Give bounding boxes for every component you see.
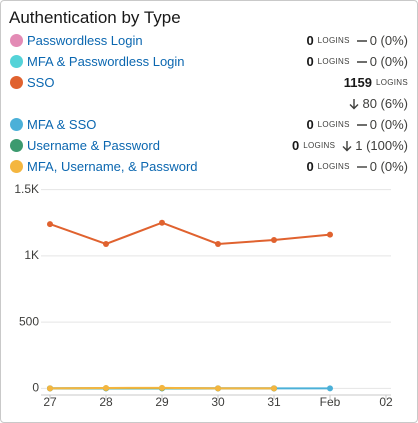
legend-row: MFA & Passwordless Login 0 LOGINS 0 (0%) [10, 51, 408, 72]
point [215, 385, 221, 392]
login-total: 0 [291, 138, 300, 153]
login-total: 1159 [343, 75, 372, 90]
stats: 0 LOGINS 0 (0%) [306, 114, 408, 135]
down-arrow-icon [349, 98, 359, 109]
stat-line: 0 LOGINS 0 (0%) [306, 114, 408, 135]
series-name[interactable]: MFA, Username, & Password [27, 159, 198, 174]
point [47, 385, 53, 392]
legend-row: Username & Password 0 LOGINS 1 (100%) [10, 135, 408, 156]
change: 0 (0%) [356, 30, 408, 51]
login-unit: LOGINS [317, 120, 350, 129]
change: 0 (0%) [356, 114, 408, 135]
series-line [49, 221, 331, 246]
legend: Passwordless Login 0 LOGINS 0 (0%) MFA & Pas… [10, 30, 408, 177]
change: 1 (100%) [341, 135, 408, 156]
login-unit: LOGINS [317, 162, 350, 171]
x-tick-label: 30 [211, 395, 225, 409]
x-tick-label: 28 [99, 395, 113, 409]
login-unit: LOGINS [317, 57, 350, 66]
stats: 0 LOGINS 0 (0%) [306, 156, 408, 177]
stat-line: 80 (6%) [342, 93, 408, 114]
series-name[interactable]: MFA & Passwordless Login [27, 54, 185, 69]
x-tick-label: 27 [43, 395, 57, 409]
change-label: 80 (6%) [362, 96, 408, 111]
y-tick-label: 500 [19, 314, 39, 328]
series-name[interactable]: Username & Password [27, 138, 160, 153]
stats: 0 LOGINS 0 (0%) [306, 30, 408, 51]
legend-row: SSO 1159 LOGINS 80 (6%) [10, 72, 408, 114]
login-total: 0 [306, 33, 314, 48]
stat-line: 0 LOGINS 0 (0%) [306, 30, 408, 51]
legend-dot [10, 160, 23, 173]
point [271, 236, 277, 243]
stat-line: 0 LOGINS 0 (0%) [306, 51, 408, 72]
login-unit: LOGINS [375, 78, 408, 87]
login-total: 0 [306, 54, 314, 69]
login-unit: LOGINS [317, 36, 350, 45]
series-name[interactable]: SSO [27, 75, 55, 90]
stats: 0 LOGINS 0 (0%) [306, 51, 408, 72]
legend-dot [10, 118, 23, 131]
x-tick-label: 31 [267, 395, 281, 409]
point [103, 240, 109, 247]
change-label: 0 (0%) [369, 117, 408, 132]
x-tick-label: 29 [155, 395, 169, 409]
y-tick-label: 1K [24, 248, 39, 262]
x-tick-label: 02 [379, 395, 393, 409]
arrow [349, 98, 359, 109]
login-unit: LOGINS [303, 141, 336, 150]
flat-icon [356, 39, 367, 42]
point [159, 219, 165, 226]
flat-icon [356, 60, 367, 63]
login-total: 0 [306, 117, 314, 132]
series-name[interactable]: Passwordless Login [27, 33, 143, 48]
flat-icon [356, 123, 367, 126]
point [327, 385, 333, 392]
point [271, 385, 277, 392]
legend-dot [10, 55, 23, 68]
point [327, 231, 333, 238]
point [103, 384, 109, 391]
stat-line: 0 LOGINS 0 (0%) [306, 156, 408, 177]
change: 0 (0%) [356, 51, 408, 72]
legend-dot [10, 76, 23, 89]
flat-icon [356, 165, 367, 168]
legend-dot [10, 139, 23, 152]
series-name[interactable]: MFA & SSO [27, 117, 97, 132]
change-label: 0 (0%) [369, 33, 408, 48]
point [215, 240, 221, 247]
legend-row: MFA, Username, & Password 0 LOGINS 0 (0%) [10, 156, 408, 177]
legend-row: MFA & SSO 0 LOGINS 0 (0%) [10, 114, 408, 135]
stats: 0 LOGINS 1 (100%) [292, 135, 408, 156]
y-tick-label: 1.5K [14, 182, 39, 196]
login-total: 0 [306, 159, 314, 174]
point [47, 221, 53, 228]
legend-dot [10, 34, 23, 47]
change-label: 0 (0%) [369, 159, 408, 174]
arrow [342, 140, 352, 151]
x-tick-label: Feb [320, 395, 341, 409]
down-arrow-icon [342, 140, 352, 151]
legend-row: Passwordless Login 0 LOGINS 0 (0%) [10, 30, 408, 51]
y-tick-label: 0 [32, 381, 39, 395]
stat-line: 1159 LOGINS [344, 72, 408, 93]
change-label: 0 (0%) [369, 54, 408, 69]
card-title: Authentication by Type [9, 8, 181, 27]
change: 0 (0%) [356, 156, 408, 177]
stats: 1159 LOGINS 80 (6%) [342, 72, 408, 114]
stat-line: 0 LOGINS 1 (100%) [292, 135, 408, 156]
change: 80 (6%) [348, 93, 408, 114]
point [159, 384, 165, 391]
change-label: 1 (100%) [355, 138, 408, 153]
